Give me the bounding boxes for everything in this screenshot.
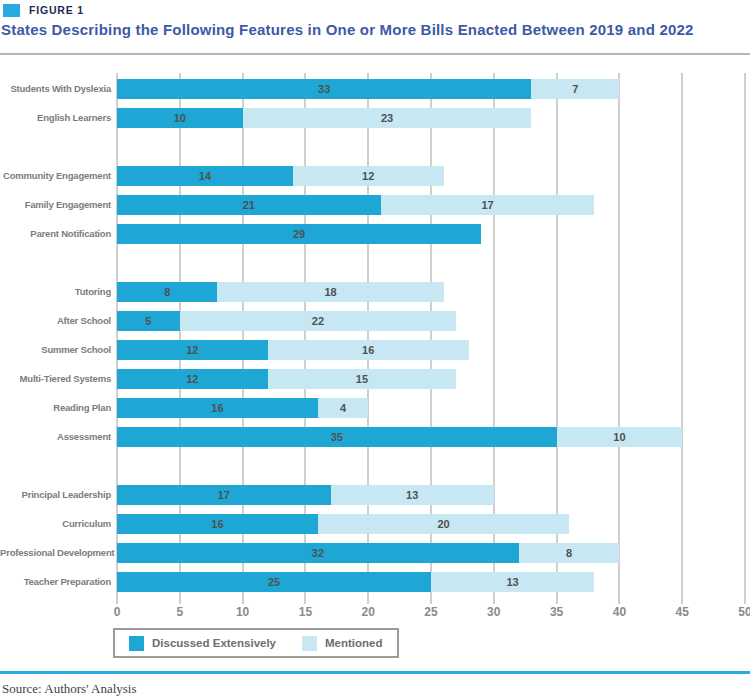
bar-segment-extensive: 17 [117, 485, 331, 505]
legend-label-mentioned: Mentioned [325, 637, 383, 649]
bar-value-label: 4 [340, 402, 346, 414]
x-tick-label: 15 [288, 605, 322, 619]
bar-value-label: 32 [312, 547, 324, 559]
bar-segment-mentioned: 12 [293, 166, 444, 186]
x-tick-label: 30 [477, 605, 511, 619]
bar-segment-mentioned: 22 [180, 311, 456, 331]
bar-segment-extensive: 16 [117, 514, 318, 534]
bar-value-label: 17 [481, 199, 493, 211]
bar-value-label: 16 [362, 344, 374, 356]
bar-value-label: 21 [243, 199, 255, 211]
category-label: English Learners [0, 108, 111, 128]
bar-segment-mentioned: 18 [217, 282, 443, 302]
category-label: Summer School [0, 340, 111, 360]
bar-segment-extensive: 16 [117, 398, 318, 418]
x-tick-label: 50 [728, 605, 750, 619]
bar-value-label: 10 [613, 431, 625, 443]
bar-segment-extensive: 32 [117, 543, 519, 563]
bar-value-label: 15 [356, 373, 368, 385]
chart-legend: Discussed Extensively Mentioned [113, 628, 399, 658]
bar-segment-extensive: 29 [117, 224, 481, 244]
bar-segment-mentioned: 20 [318, 514, 569, 534]
category-label: After School [0, 311, 111, 331]
bar-segment-extensive: 5 [117, 311, 180, 331]
bar-segment-extensive: 10 [117, 108, 243, 128]
x-tick-label: 35 [540, 605, 574, 619]
bar-value-label: 10 [174, 112, 186, 124]
bar-segment-mentioned: 4 [318, 398, 368, 418]
bar-value-label: 12 [186, 373, 198, 385]
bar-value-label: 12 [186, 344, 198, 356]
category-label: Assessment [0, 427, 111, 447]
bar-value-label: 23 [381, 112, 393, 124]
footer-accent-rule [0, 671, 750, 674]
bar-segment-mentioned: 13 [431, 572, 594, 592]
source-note: Source: Authors' Analysis [2, 681, 137, 697]
bar-value-label: 18 [324, 286, 336, 298]
legend-swatch-extensively-icon [129, 636, 144, 651]
bar-segment-extensive: 12 [117, 340, 268, 360]
bar-value-label: 12 [362, 170, 374, 182]
legend-label-extensively: Discussed Extensively [152, 637, 276, 649]
figure-page: FIGURE 1 States Describing the Following… [0, 0, 750, 699]
bar-value-label: 16 [211, 518, 223, 530]
bar-value-label: 20 [437, 518, 449, 530]
gridline [681, 73, 683, 604]
bar-value-label: 17 [218, 489, 230, 501]
bar-segment-mentioned: 7 [531, 79, 619, 99]
bar-value-label: 14 [199, 170, 211, 182]
gridline [618, 73, 620, 604]
bar-segment-mentioned: 8 [519, 543, 619, 563]
bar-value-label: 7 [572, 83, 578, 95]
category-label: Teacher Preparation [0, 572, 111, 592]
x-tick-label: 25 [414, 605, 448, 619]
bar-segment-extensive: 35 [117, 427, 557, 447]
bar-segment-mentioned: 17 [381, 195, 595, 215]
x-tick-label: 20 [351, 605, 385, 619]
bar-value-label: 25 [268, 576, 280, 588]
bar-segment-extensive: 33 [117, 79, 531, 99]
bar-segment-mentioned: 16 [268, 340, 469, 360]
x-tick-label: 10 [226, 605, 260, 619]
bar-value-label: 33 [318, 83, 330, 95]
bar-segment-extensive: 8 [117, 282, 217, 302]
bar-value-label: 16 [211, 402, 223, 414]
bar-segment-mentioned: 15 [268, 369, 456, 389]
bar-value-label: 8 [164, 286, 170, 298]
bar-segment-mentioned: 13 [331, 485, 494, 505]
bar-value-label: 22 [312, 315, 324, 327]
gridline [744, 73, 746, 604]
legend-item-mentioned: Mentioned [302, 636, 383, 651]
bar-segment-extensive: 21 [117, 195, 381, 215]
bar-segment-extensive: 12 [117, 369, 268, 389]
bar-segment-extensive: 25 [117, 572, 431, 592]
legend-item-extensively: Discussed Extensively [129, 636, 276, 651]
category-label: Students With Dyslexia [0, 79, 111, 99]
x-tick-label: 5 [163, 605, 197, 619]
category-label: Family Engagement [0, 195, 111, 215]
bar-value-label: 8 [566, 547, 572, 559]
bar-value-label: 29 [293, 228, 305, 240]
x-tick-label: 40 [602, 605, 636, 619]
bar-segment-mentioned: 23 [243, 108, 532, 128]
bar-value-label: 35 [331, 431, 343, 443]
category-label: Reading Plan [0, 398, 111, 418]
stacked-bar-chart: Students With Dyslexia 33 7 English Learner… [0, 0, 750, 699]
category-label: Curriculum [0, 514, 111, 534]
bar-segment-extensive: 14 [117, 166, 293, 186]
legend-swatch-mentioned-icon [302, 636, 317, 651]
category-label: Multi-Tiered Systems [0, 369, 111, 389]
category-label: Community Engagement [0, 166, 111, 186]
bar-value-label: 13 [406, 489, 418, 501]
category-label: Parent Notification [0, 224, 111, 244]
bar-value-label: 5 [145, 315, 151, 327]
category-label: Professional Development [0, 543, 111, 563]
category-label: Principal Leadership [0, 485, 111, 505]
bar-segment-mentioned: 10 [557, 427, 683, 447]
bar-value-label: 13 [507, 576, 519, 588]
x-tick-label: 0 [100, 605, 134, 619]
category-label: Tutoring [0, 282, 111, 302]
x-tick-label: 45 [665, 605, 699, 619]
